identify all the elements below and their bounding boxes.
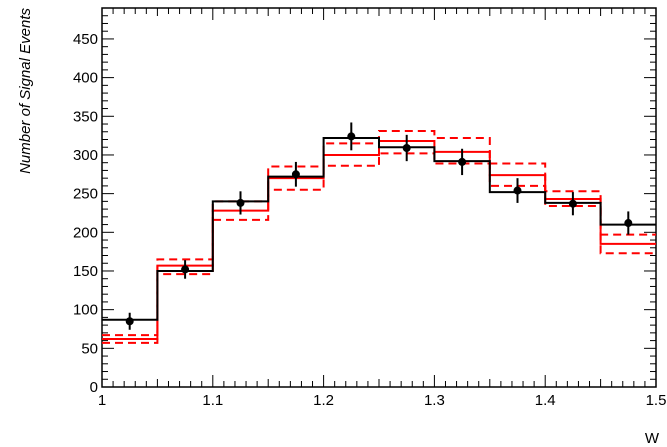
- y-tick-label: 150: [73, 263, 98, 280]
- y-tick-label: 0: [90, 379, 98, 396]
- axis-labels: 1 1.1 1.2 1.3 1.4 1.5 0 50 100 150 200 250 300 350 400…: [17, 8, 666, 447]
- data-point: [513, 186, 522, 195]
- y-tick-label: 300: [73, 147, 98, 164]
- x-tick-label: 1.3: [424, 392, 445, 409]
- data-point: [125, 317, 134, 326]
- data-point: [181, 265, 190, 274]
- series-layer: [102, 122, 656, 344]
- x-tick-label: 1.1: [202, 392, 223, 409]
- axis-ticks: [101, 7, 657, 388]
- data-point: [402, 143, 411, 152]
- data-point: [291, 170, 300, 179]
- y-tick-label: 350: [73, 108, 98, 125]
- y-tick-label: 450: [73, 31, 98, 48]
- x-tick-label: 1.2: [313, 392, 334, 409]
- y-tick-label: 100: [73, 302, 98, 319]
- data-point: [236, 198, 245, 207]
- y-axis-title: Number of Signal Events: [17, 8, 34, 174]
- red-solid-line: [102, 140, 656, 341]
- data-point: [568, 199, 577, 208]
- red-dashed-band-line: [102, 152, 656, 344]
- data-point: [624, 219, 633, 228]
- x-axis-title: W: [645, 430, 660, 447]
- x-tick-label: 1.5: [646, 392, 667, 409]
- y-tick-label: 200: [73, 224, 98, 241]
- data-point: [458, 157, 467, 166]
- data-point: [347, 132, 356, 141]
- y-tick-label: 50: [81, 340, 98, 357]
- y-tick-label: 400: [73, 70, 98, 87]
- y-tick-label: 250: [73, 186, 98, 203]
- x-tick-label: 1: [98, 392, 106, 409]
- black-step-line: [102, 136, 656, 321]
- x-tick-label: 1.4: [535, 392, 556, 409]
